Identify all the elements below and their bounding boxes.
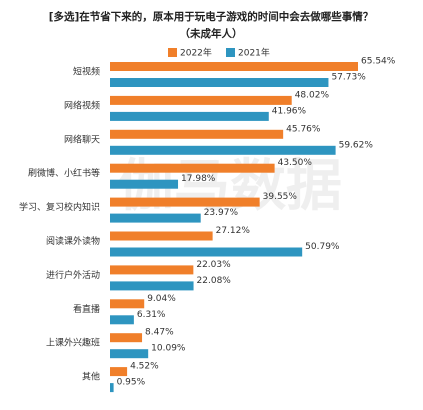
legend-label: 2022年 — [180, 47, 212, 59]
legend-swatch — [168, 48, 177, 57]
legend-swatch — [226, 48, 235, 57]
bar — [110, 231, 213, 241]
bar — [110, 315, 134, 325]
category-label: 网络视频 — [64, 99, 100, 111]
category-label: 看直播 — [73, 303, 100, 315]
value-label: 23.97% — [204, 208, 239, 218]
bar — [110, 247, 303, 257]
category-label: 网络聊天 — [64, 133, 100, 145]
value-label: 10.09% — [151, 344, 186, 354]
category-label: 进行户外活动 — [46, 269, 100, 281]
value-label: 39.55% — [263, 192, 298, 202]
bar — [110, 179, 179, 189]
value-label: 4.52% — [130, 362, 159, 372]
chart-subtitle: （未成年人） — [180, 27, 243, 40]
bar — [110, 78, 329, 87]
bar — [110, 95, 292, 105]
bar — [110, 333, 143, 343]
value-label: 57.73% — [331, 73, 366, 83]
legend-label: 2021年 — [238, 47, 270, 59]
bar — [110, 383, 114, 393]
bar — [110, 367, 128, 377]
bar — [110, 281, 194, 291]
bar — [110, 349, 149, 359]
category-label: 其他 — [82, 371, 100, 383]
bar — [110, 197, 260, 207]
bar — [110, 265, 194, 275]
category-label: 短视频 — [73, 66, 100, 78]
value-label: 17.98% — [181, 174, 216, 184]
bar — [110, 163, 275, 173]
value-label: 65.54% — [361, 57, 396, 67]
bar — [110, 62, 358, 71]
category-label: 上课外兴趣班 — [46, 337, 100, 349]
category-label: 学习、复习校内知识 — [19, 201, 100, 213]
value-label: 41.96% — [272, 106, 307, 116]
bar — [110, 299, 145, 309]
category-label: 阅读课外读物 — [46, 235, 100, 247]
chart-title: [多选]在节省下来的，原本用于玩电子游戏的时间中会去做哪些事情？ — [49, 10, 374, 23]
value-label: 27.12% — [216, 226, 251, 236]
category-label: 刷微博、小红书等 — [28, 167, 100, 179]
value-label: 0.95% — [117, 378, 146, 388]
bar — [110, 145, 336, 155]
value-label: 22.08% — [197, 276, 232, 286]
value-label: 8.47% — [145, 328, 174, 338]
value-label: 43.50% — [278, 158, 313, 168]
value-label: 6.31% — [137, 310, 166, 320]
value-label: 50.79% — [305, 242, 340, 252]
value-label: 45.76% — [286, 124, 321, 134]
value-label: 22.03% — [196, 260, 231, 270]
bar — [110, 111, 269, 121]
value-label: 48.02% — [295, 90, 330, 100]
value-label: 9.04% — [147, 294, 176, 304]
bar — [110, 129, 284, 139]
value-label: 59.62% — [339, 140, 374, 150]
bar — [110, 213, 201, 223]
